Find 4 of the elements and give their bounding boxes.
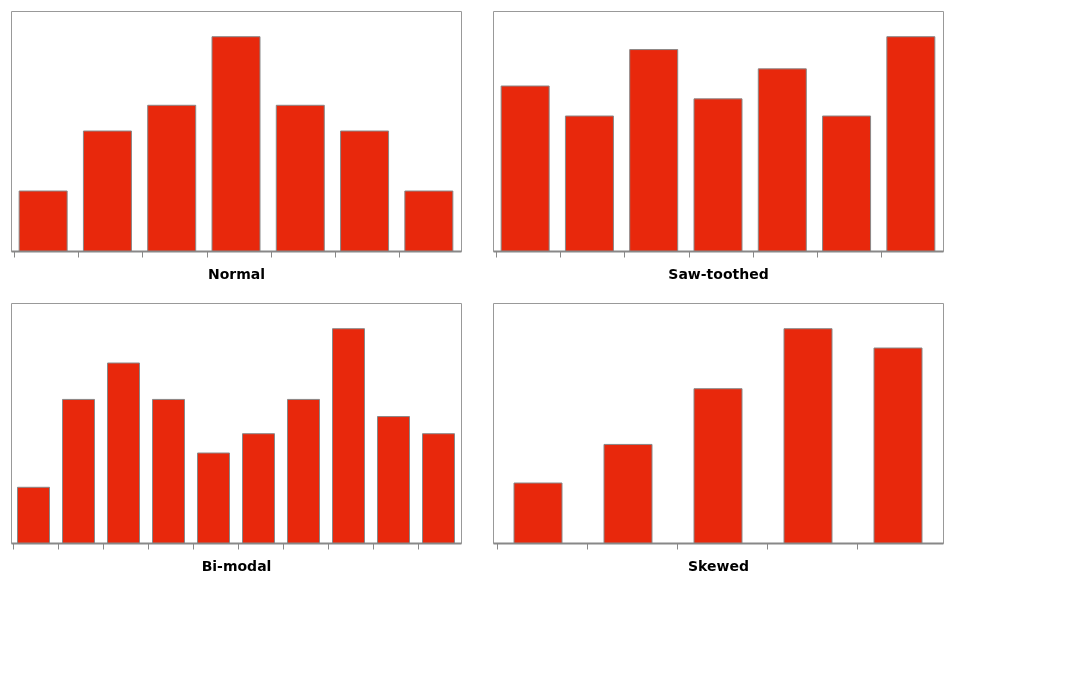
x-axis-title: Skewed xyxy=(688,558,749,574)
x-axis-title: Normal xyxy=(207,266,266,282)
x-axis-title: Bi-modal xyxy=(201,558,272,574)
x-axis-title: Saw-toothed xyxy=(668,266,769,282)
